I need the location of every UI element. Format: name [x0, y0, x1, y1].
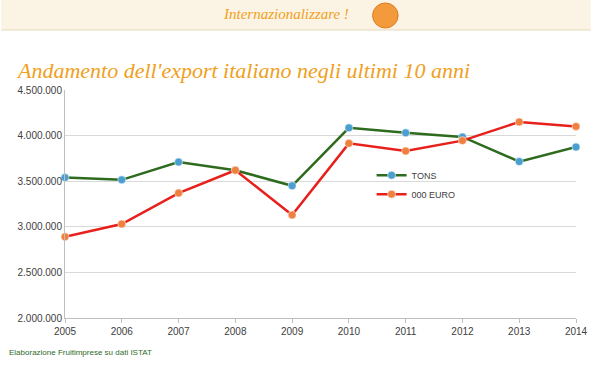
svg-text:3.500.000: 3.500.000 — [18, 176, 63, 187]
svg-text:2006: 2006 — [111, 326, 134, 337]
svg-text:2009: 2009 — [281, 326, 304, 337]
svg-text:4.000.000: 4.000.000 — [18, 130, 63, 141]
svg-text:2011: 2011 — [395, 326, 417, 337]
svg-text:Internazionalizzare !: Internazionalizzare ! — [223, 6, 349, 22]
svg-text:2007: 2007 — [167, 326, 190, 337]
svg-text:TONS: TONS — [412, 171, 437, 181]
svg-text:2.500.000: 2.500.000 — [18, 267, 63, 278]
svg-text:3.000.000: 3.000.000 — [18, 221, 63, 232]
svg-text:2008: 2008 — [224, 326, 247, 337]
svg-text:Andamento dell'export italiano: Andamento dell'export italiano negli ult… — [16, 58, 470, 83]
svg-text:2014: 2014 — [565, 326, 588, 337]
svg-text:2010: 2010 — [338, 326, 361, 337]
svg-text:4.500.000: 4.500.000 — [18, 85, 63, 96]
svg-text:2013: 2013 — [508, 326, 531, 337]
svg-text:2005: 2005 — [54, 326, 77, 337]
svg-text:2.000.000: 2.000.000 — [18, 313, 63, 324]
svg-text:Elaborazione Fruitimprese su d: Elaborazione Fruitimprese su dati ISTAT — [9, 348, 152, 357]
svg-text:2012: 2012 — [451, 326, 474, 337]
svg-text:000 EURO: 000 EURO — [412, 190, 456, 200]
